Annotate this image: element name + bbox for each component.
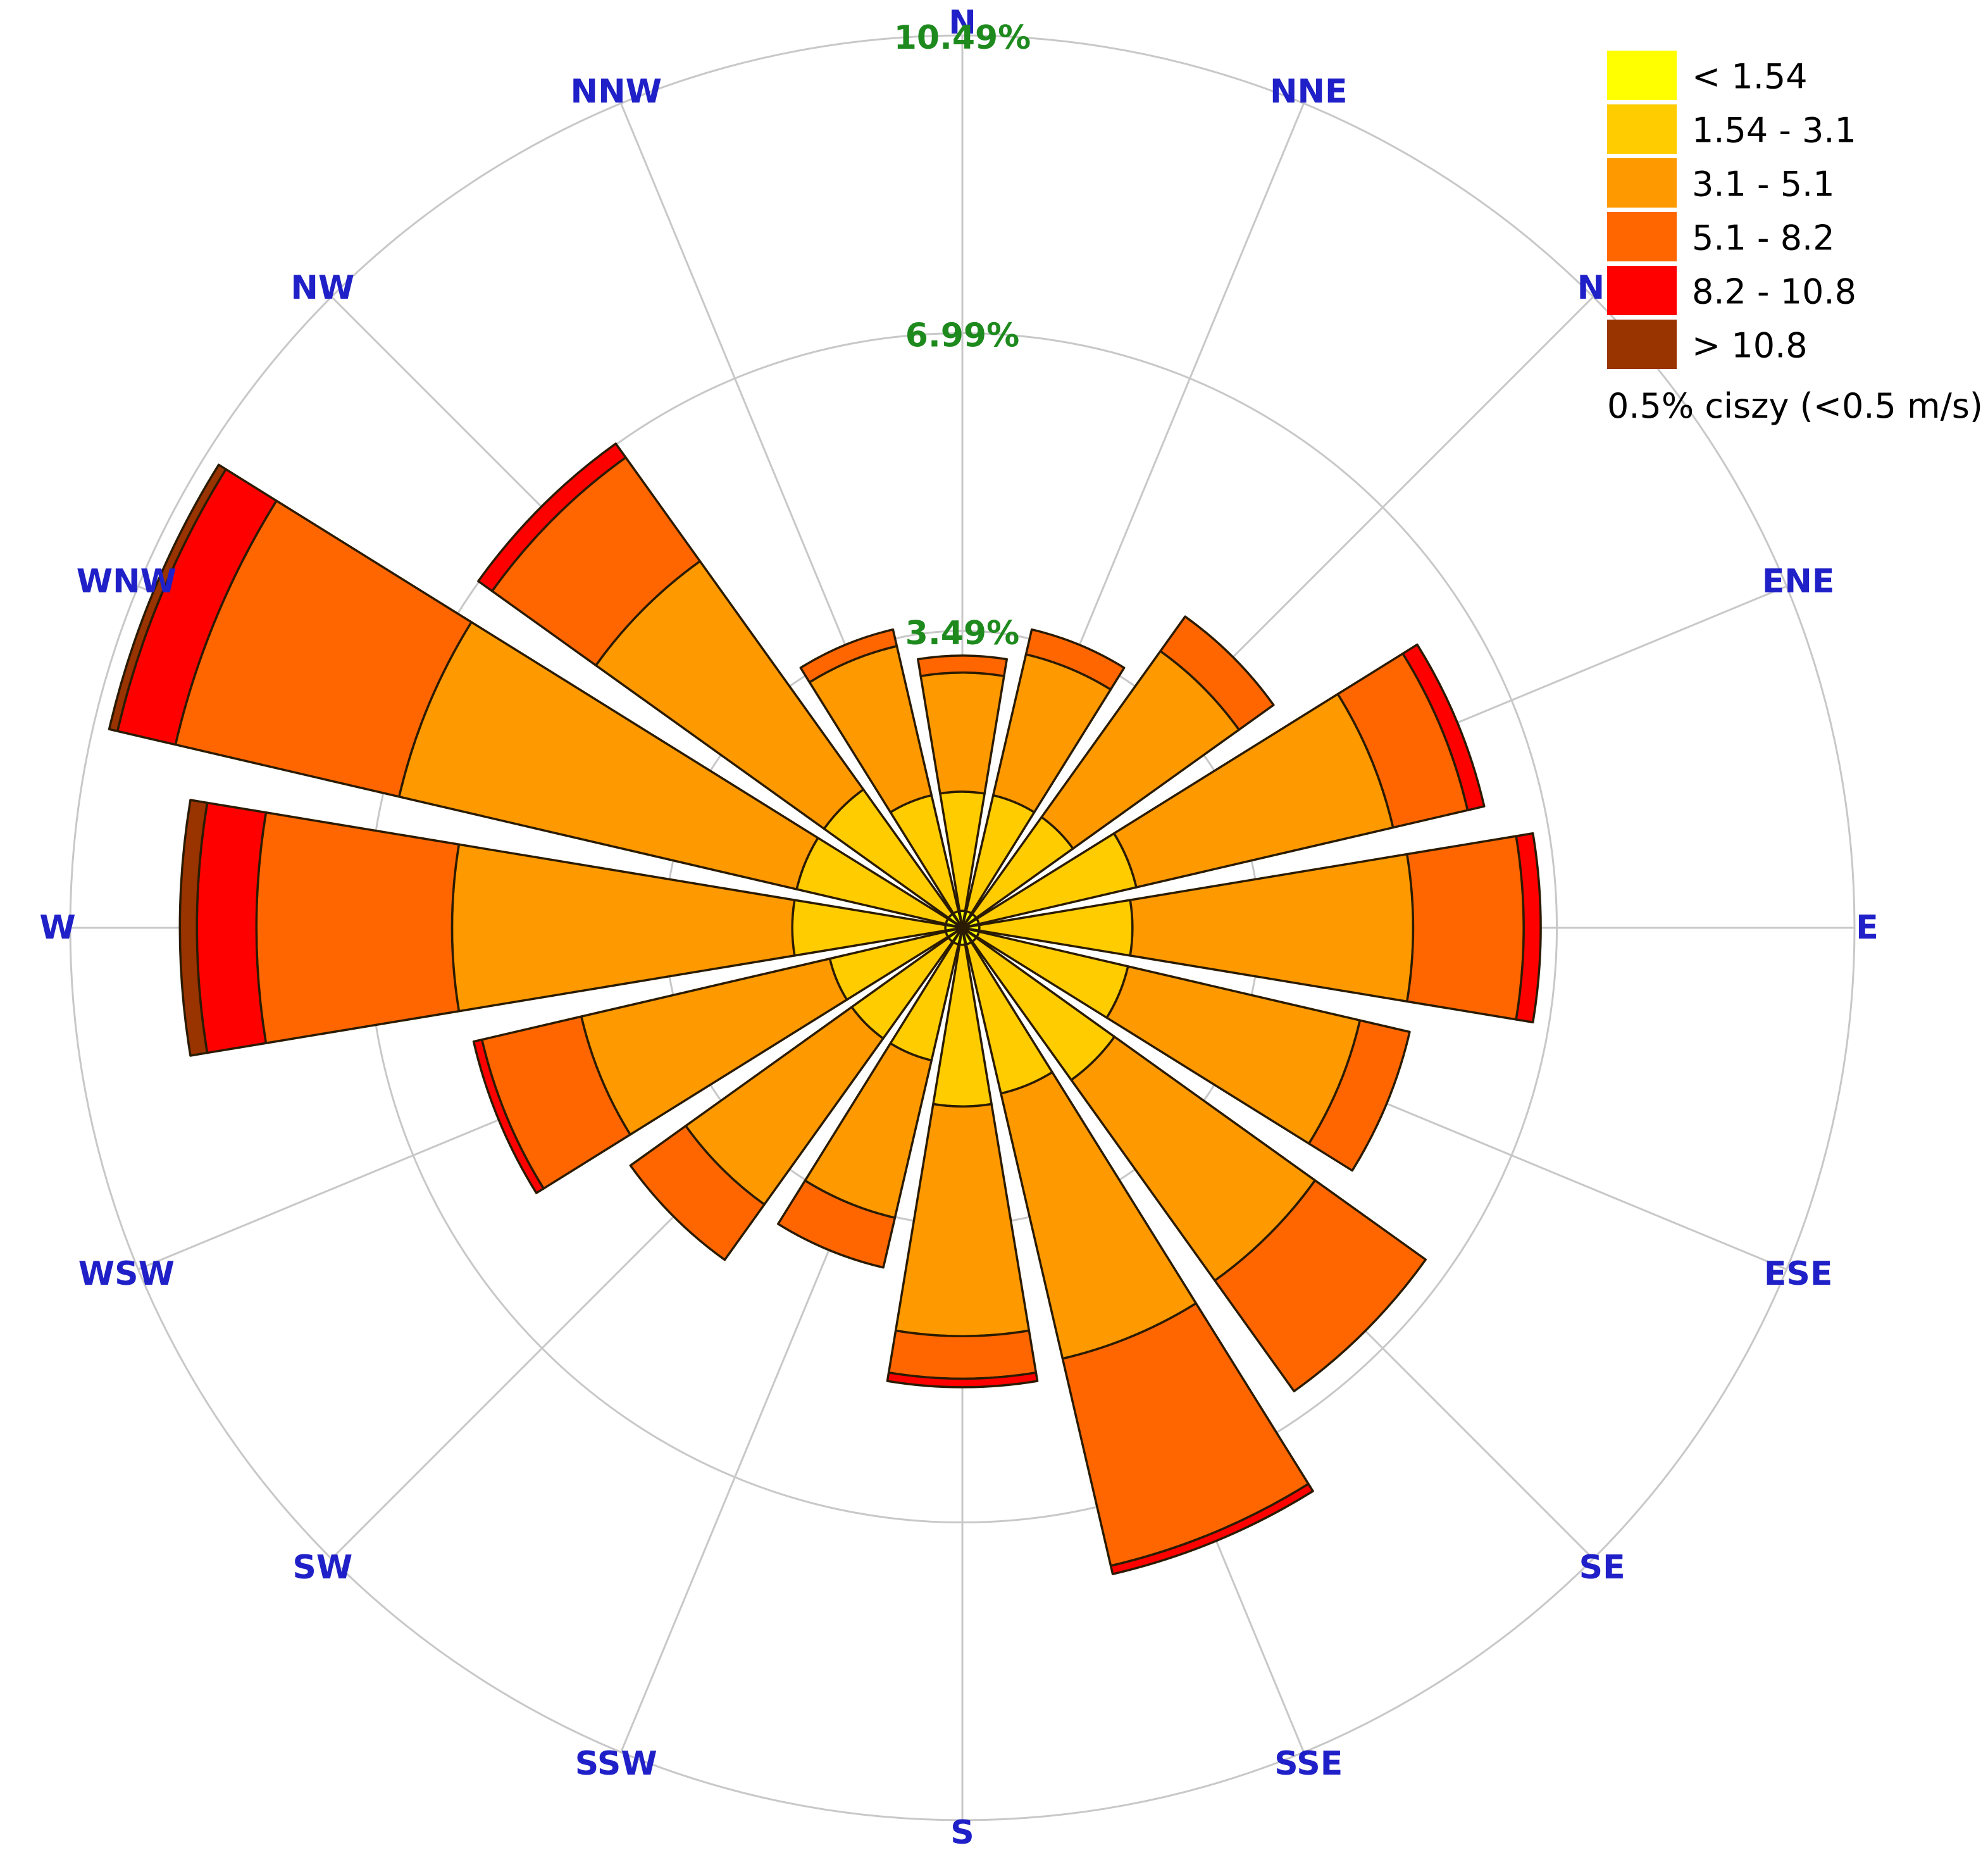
petal-ssw bbox=[777, 927, 964, 1269]
ring-label-1: 3.49% bbox=[905, 615, 1019, 653]
direction-label-se: SE bbox=[1579, 1549, 1625, 1587]
petal-sw bbox=[629, 927, 964, 1261]
legend-label-3: 3.1 - 5.1 bbox=[1692, 165, 1835, 204]
segment-ne-bin-4 bbox=[1159, 615, 1275, 731]
segment-ese-bin-4 bbox=[1307, 1019, 1411, 1172]
legend-label-5: 8.2 - 10.8 bbox=[1692, 272, 1856, 312]
legend-label-6: > 10.8 bbox=[1692, 326, 1808, 366]
direction-label-ene: ENE bbox=[1762, 563, 1835, 601]
direction-label-ssw: SSW bbox=[575, 1745, 657, 1783]
direction-label-sw: SW bbox=[292, 1549, 352, 1587]
segment-wnw-bin-6 bbox=[108, 463, 227, 733]
segment-w-bin-4 bbox=[255, 811, 461, 1044]
segment-n-bin-3 bbox=[919, 671, 1005, 795]
segment-se-bin-4 bbox=[1214, 1179, 1427, 1393]
segment-ssw-bin-4 bbox=[777, 1179, 897, 1269]
legend-swatch-4 bbox=[1607, 212, 1677, 261]
legend-swatch-1 bbox=[1607, 51, 1677, 100]
petal-sse bbox=[961, 927, 1314, 1575]
petal-n bbox=[917, 654, 1008, 929]
calm-note: 0.5% ciszy (<0.5 m/s) bbox=[1607, 386, 1983, 426]
petal-nnw bbox=[799, 628, 964, 929]
ring-labels: 3.49% 6.99% 10.49% bbox=[894, 19, 1031, 653]
segment-s-bin-3 bbox=[894, 1102, 1031, 1337]
petal-e bbox=[961, 832, 1542, 1024]
ring-label-2: 6.99% bbox=[905, 316, 1019, 354]
direction-label-wsw: WSW bbox=[78, 1255, 175, 1293]
segment-e-bin-4 bbox=[1406, 835, 1525, 1021]
petal-nw bbox=[477, 442, 964, 929]
petal-wnw bbox=[108, 463, 964, 929]
segment-ene-bin-5 bbox=[1401, 643, 1486, 811]
direction-label-nw: NW bbox=[290, 269, 354, 307]
segment-s-bin-5 bbox=[886, 1371, 1039, 1389]
direction-label-s: S bbox=[950, 1814, 974, 1852]
legend-swatch-2 bbox=[1607, 104, 1677, 154]
direction-label-sse: SSE bbox=[1274, 1745, 1343, 1783]
legend-label-4: 5.1 - 8.2 bbox=[1692, 218, 1835, 258]
direction-label-e: E bbox=[1856, 909, 1879, 947]
petal-ne bbox=[961, 615, 1275, 929]
ring-label-3: 10.49% bbox=[894, 19, 1031, 57]
segment-w-bin-6 bbox=[178, 799, 209, 1057]
legend-label-1: < 1.54 bbox=[1692, 57, 1808, 97]
legend-label-2: 1.54 - 3.1 bbox=[1692, 111, 1856, 151]
petal-nne bbox=[961, 628, 1126, 929]
direction-label-wnw: WNW bbox=[77, 563, 177, 601]
wind-petals bbox=[108, 442, 1542, 1575]
petal-wsw bbox=[472, 927, 964, 1194]
segment-s-bin-4 bbox=[887, 1329, 1038, 1380]
segment-n-bin-4 bbox=[917, 654, 1008, 677]
petal-s bbox=[886, 927, 1039, 1389]
segment-nnw-bin-4 bbox=[799, 628, 898, 684]
segment-wsw-bin-5 bbox=[472, 1038, 545, 1194]
petal-ene bbox=[961, 643, 1486, 929]
segment-w-bin-5 bbox=[196, 801, 268, 1054]
direction-label-nnw: NNW bbox=[571, 73, 662, 111]
direction-label-ese: ESE bbox=[1764, 1255, 1833, 1293]
legend-swatch-5 bbox=[1607, 266, 1677, 315]
direction-label-n: N bbox=[948, 4, 976, 42]
legend-swatch-6 bbox=[1607, 320, 1677, 369]
segment-sw-bin-4 bbox=[629, 1125, 766, 1261]
legend: < 1.54 1.54 - 3.1 3.1 - 5.1 5.1 - 8.2 8.2 - … bbox=[1607, 51, 1983, 426]
direction-label-w: W bbox=[39, 909, 75, 947]
segment-sse-bin-5 bbox=[1109, 1482, 1314, 1575]
direction-label-nne: NNE bbox=[1270, 73, 1348, 111]
segment-nw-bin-5 bbox=[477, 442, 627, 592]
petal-w bbox=[178, 799, 964, 1057]
petal-se bbox=[961, 927, 1427, 1393]
legend-swatch-3 bbox=[1607, 158, 1677, 208]
petal-ese bbox=[961, 927, 1411, 1172]
segment-nne-bin-4 bbox=[1024, 628, 1126, 691]
segment-e-bin-5 bbox=[1515, 832, 1542, 1024]
